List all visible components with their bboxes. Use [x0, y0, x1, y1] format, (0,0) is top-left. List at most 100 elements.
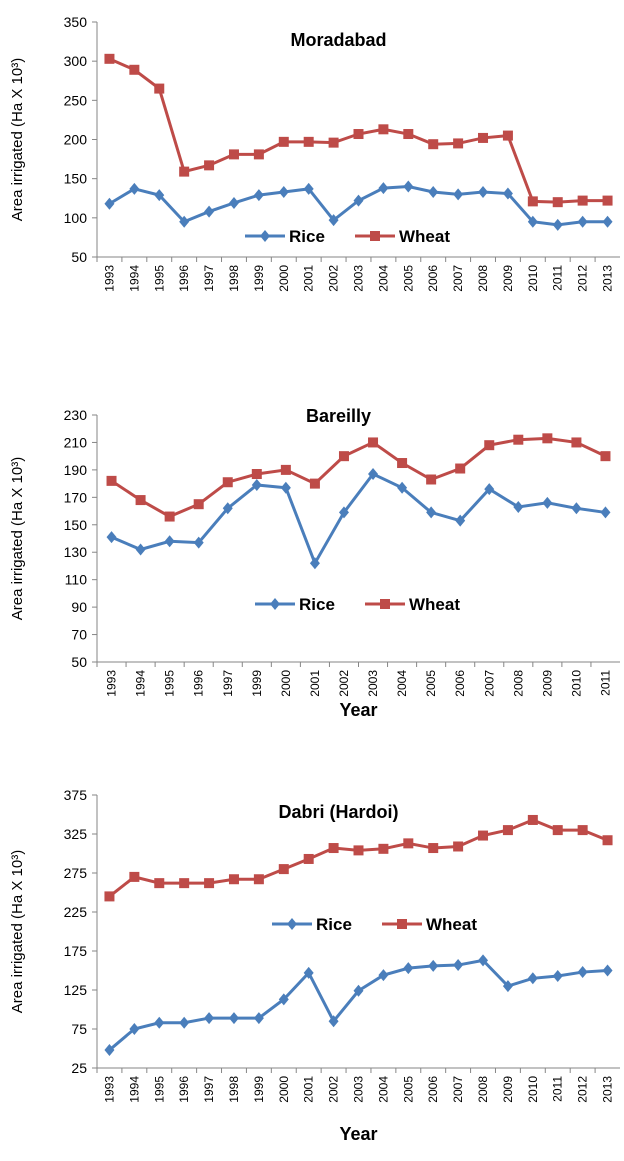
- marker: [397, 458, 408, 469]
- marker: [179, 215, 190, 228]
- x-tick-label: 1997: [202, 265, 216, 292]
- marker: [328, 137, 339, 148]
- y-tick-label: 375: [64, 787, 88, 803]
- y-tick-label: 325: [64, 826, 88, 842]
- marker: [193, 499, 204, 510]
- x-tick-label: 2012: [576, 265, 590, 292]
- marker: [353, 845, 364, 856]
- marker: [106, 475, 117, 486]
- marker: [378, 843, 389, 854]
- y-tick-label: 90: [71, 599, 87, 615]
- y-tick-label: 50: [71, 249, 87, 265]
- marker: [602, 964, 613, 977]
- x-tick-label: 2002: [337, 670, 351, 697]
- y-tick-label: 230: [64, 407, 88, 423]
- marker: [478, 132, 489, 143]
- y-tick-label: 100: [64, 210, 88, 226]
- x-tick-label: 2006: [453, 670, 467, 697]
- x-tick-label: 1999: [250, 670, 264, 697]
- x-tick-label: 1995: [163, 670, 177, 697]
- x-tick-label: 2011: [598, 670, 612, 696]
- legend-marker: [380, 599, 390, 609]
- marker: [179, 166, 190, 177]
- marker: [403, 129, 414, 140]
- marker: [453, 138, 464, 149]
- marker: [278, 136, 289, 147]
- x-tick-label: 2009: [501, 265, 515, 292]
- x-tick-label: 2005: [424, 670, 438, 697]
- marker: [303, 853, 314, 864]
- x-tick-label: 2008: [476, 265, 490, 292]
- marker: [253, 189, 264, 202]
- marker: [571, 502, 582, 515]
- marker: [251, 469, 262, 480]
- x-tick-label: 1994: [134, 670, 148, 697]
- marker: [403, 838, 414, 849]
- marker: [478, 185, 489, 198]
- marker: [154, 878, 165, 889]
- marker: [222, 477, 233, 488]
- marker: [309, 478, 320, 489]
- marker: [577, 966, 588, 979]
- legend-marker: [370, 231, 380, 241]
- x-tick-label: 2000: [277, 1076, 291, 1103]
- legend-marker: [287, 918, 297, 930]
- marker: [552, 218, 563, 231]
- marker: [502, 187, 513, 200]
- marker: [455, 463, 466, 474]
- marker: [478, 830, 489, 841]
- x-tick-label: 1999: [252, 265, 266, 292]
- x-tick-label: 2002: [327, 1076, 341, 1103]
- x-tick-label: 2010: [569, 670, 583, 697]
- marker: [303, 182, 314, 195]
- x-tick-label: 1998: [227, 265, 241, 292]
- x-axis-label: Year: [339, 700, 377, 720]
- marker: [129, 1023, 140, 1035]
- marker: [378, 182, 389, 195]
- marker: [253, 874, 264, 885]
- marker: [106, 531, 117, 544]
- x-tick-label: 1993: [102, 265, 116, 292]
- x-tick-label: 2003: [352, 1076, 366, 1103]
- y-tick-label: 200: [64, 132, 88, 148]
- marker: [135, 495, 146, 506]
- chart-title: Moradabad: [290, 30, 386, 50]
- y-tick-label: 110: [65, 572, 88, 588]
- marker: [353, 984, 364, 997]
- marker: [397, 481, 408, 494]
- marker: [600, 506, 611, 519]
- x-tick-label: 1993: [102, 1076, 116, 1103]
- marker: [502, 130, 513, 141]
- marker: [204, 1012, 215, 1025]
- y-tick-label: 150: [64, 517, 88, 533]
- marker: [164, 535, 175, 548]
- marker: [280, 481, 291, 494]
- marker: [527, 814, 538, 825]
- marker: [204, 205, 215, 218]
- chart-title: Dabri (Hardoi): [278, 802, 398, 822]
- legend-label: Rice: [316, 915, 352, 934]
- x-tick-label: 2001: [308, 670, 322, 697]
- y-tick-label: 210: [64, 434, 88, 450]
- marker: [278, 185, 289, 198]
- marker: [513, 434, 524, 445]
- x-tick-label: 2008: [511, 670, 525, 697]
- legend-label: Wheat: [426, 915, 477, 934]
- marker: [527, 972, 538, 985]
- y-tick-label: 25: [71, 1060, 87, 1076]
- marker: [453, 188, 464, 201]
- y-tick-label: 125: [64, 982, 88, 998]
- y-tick-label: 50: [71, 654, 87, 670]
- x-tick-label: 2005: [401, 1076, 415, 1103]
- marker: [502, 825, 513, 836]
- marker: [577, 215, 588, 228]
- x-tick-label: 2007: [451, 1076, 465, 1103]
- marker: [428, 139, 439, 150]
- x-tick-label: 2008: [476, 1076, 490, 1103]
- y-tick-label: 175: [64, 943, 88, 959]
- x-tick-label: 2004: [376, 265, 390, 292]
- marker: [552, 969, 563, 982]
- marker: [104, 891, 115, 902]
- marker: [164, 511, 175, 522]
